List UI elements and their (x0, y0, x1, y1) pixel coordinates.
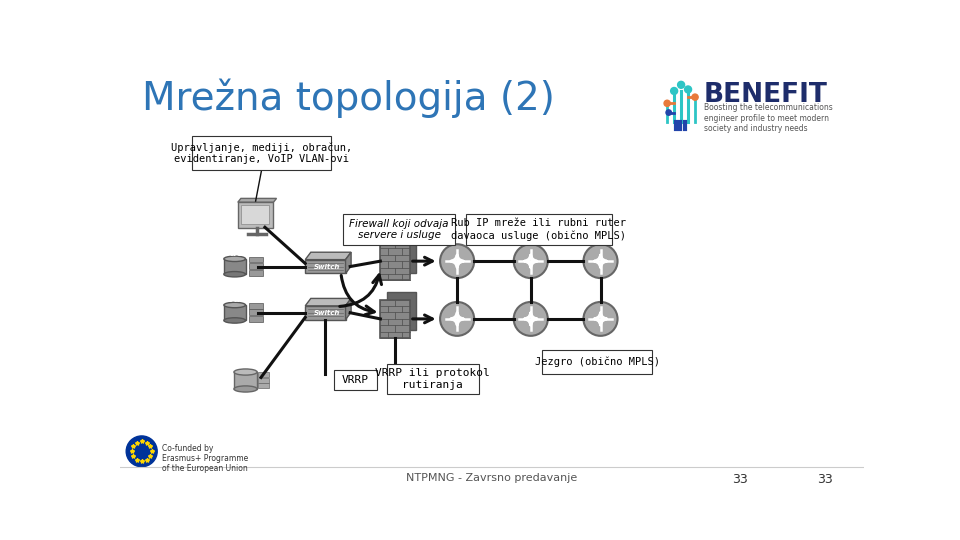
Circle shape (514, 302, 548, 336)
Ellipse shape (234, 386, 257, 392)
Circle shape (692, 94, 698, 100)
Circle shape (584, 302, 617, 336)
FancyBboxPatch shape (344, 214, 455, 245)
Bar (224, 259, 246, 274)
FancyBboxPatch shape (241, 205, 269, 224)
Ellipse shape (224, 318, 246, 323)
Ellipse shape (224, 272, 246, 277)
Text: Mrežna topologija (2): Mrežna topologija (2) (142, 79, 555, 118)
FancyBboxPatch shape (380, 242, 410, 280)
FancyBboxPatch shape (250, 303, 263, 309)
Polygon shape (387, 292, 416, 330)
Text: BENEFIT: BENEFIT (704, 82, 828, 108)
Bar (234, 372, 257, 389)
FancyBboxPatch shape (250, 256, 263, 262)
Text: Media: Media (218, 294, 252, 304)
FancyBboxPatch shape (250, 309, 263, 315)
Polygon shape (305, 252, 351, 260)
Text: Video: Video (219, 248, 251, 258)
FancyBboxPatch shape (387, 363, 479, 394)
Text: VRRP ili protokol
rutiranja: VRRP ili protokol rutiranja (375, 368, 491, 390)
Polygon shape (305, 299, 351, 306)
Polygon shape (238, 202, 274, 228)
Text: Firewall koji odvaja
servere i usluge: Firewall koji odvaja servere i usluge (349, 219, 448, 240)
FancyBboxPatch shape (192, 137, 331, 170)
Text: Co-funded by
Erasmus+ Programme
of the European Union: Co-funded by Erasmus+ Programme of the E… (162, 444, 248, 474)
Polygon shape (305, 260, 346, 273)
Circle shape (126, 436, 157, 467)
Circle shape (678, 82, 684, 88)
Text: 33: 33 (817, 473, 833, 486)
FancyBboxPatch shape (542, 350, 653, 374)
FancyBboxPatch shape (250, 263, 263, 269)
Ellipse shape (234, 369, 257, 375)
Polygon shape (238, 198, 276, 202)
FancyBboxPatch shape (466, 214, 612, 245)
FancyBboxPatch shape (258, 372, 269, 377)
Text: Switch: Switch (314, 264, 340, 269)
Text: NTPMNG - Zavrsno predavanje: NTPMNG - Zavrsno predavanje (406, 473, 578, 483)
Circle shape (671, 87, 678, 94)
FancyBboxPatch shape (334, 370, 377, 390)
FancyBboxPatch shape (250, 316, 263, 322)
Bar (224, 305, 246, 320)
FancyBboxPatch shape (258, 377, 269, 383)
Circle shape (440, 302, 474, 336)
Text: Upravljanje, mediji, obračun,
evidentiranje, VoIP VLAN-ovi: Upravljanje, mediji, obračun, evidentira… (171, 143, 352, 164)
Polygon shape (346, 299, 351, 320)
Circle shape (666, 110, 671, 115)
FancyBboxPatch shape (250, 270, 263, 276)
Text: Rub IP mreže ili rubni ruter
davaoca usluge (obično MPLS): Rub IP mreže ili rubni ruter davaoca usl… (451, 219, 626, 241)
Circle shape (514, 244, 548, 278)
Text: VRRP: VRRP (342, 375, 369, 384)
Circle shape (584, 244, 617, 278)
FancyBboxPatch shape (380, 300, 410, 338)
Circle shape (440, 244, 474, 278)
Circle shape (684, 86, 691, 93)
Ellipse shape (224, 256, 246, 261)
FancyBboxPatch shape (258, 383, 269, 388)
Polygon shape (346, 252, 351, 273)
Text: Jezgro (obično MPLS): Jezgro (obično MPLS) (535, 357, 660, 367)
Text: 33: 33 (732, 473, 748, 486)
Polygon shape (305, 306, 346, 320)
Ellipse shape (224, 302, 246, 308)
Text: Boosting the telecommunications
engineer profile to meet modern
society and indu: Boosting the telecommunications engineer… (704, 103, 832, 133)
Polygon shape (387, 234, 416, 273)
Circle shape (664, 100, 670, 106)
Text: Switch: Switch (314, 310, 340, 316)
